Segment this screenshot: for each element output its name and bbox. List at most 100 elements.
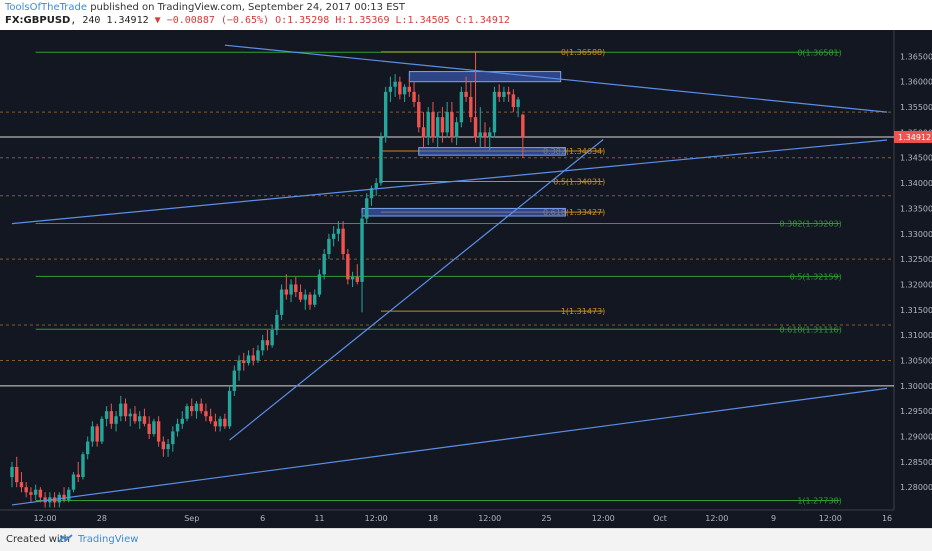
last-price: 1.34912	[106, 15, 149, 26]
chart-header: ToolsOfTheTrade published on TradingView…	[0, 0, 932, 30]
candle-body	[24, 487, 28, 493]
middle-rising-line	[11, 139, 888, 225]
tradingview-brand[interactable]: TradingView	[78, 534, 139, 545]
candle-body	[156, 421, 161, 442]
symbol-label[interactable]: FX:GBPUSD	[5, 15, 71, 26]
candle-body	[85, 441, 90, 455]
candle-body	[350, 276, 355, 280]
candle-body	[71, 474, 76, 490]
candle-body	[265, 340, 270, 346]
candle-body	[417, 101, 421, 128]
candle-body	[284, 289, 289, 295]
candle-body	[100, 418, 104, 442]
tradingview-logo-icon	[58, 534, 73, 543]
candle-body	[492, 91, 497, 133]
candle-body	[251, 355, 255, 361]
last-price-marker	[894, 130, 932, 143]
candle-body	[502, 91, 506, 97]
published-text: published on TradingView.com, September …	[90, 2, 405, 13]
candle-body	[90, 426, 95, 442]
candle-body	[199, 403, 203, 412]
x-tick-label: 11	[314, 514, 324, 523]
price-axis-background	[894, 30, 932, 528]
candle-body	[246, 355, 251, 364]
candle-body	[355, 276, 359, 282]
candle-body	[511, 94, 516, 108]
candle-body	[497, 91, 501, 97]
candle-body	[43, 497, 47, 503]
fib-small-label: 0.5(1.34031)	[553, 178, 605, 187]
candle-body	[383, 91, 388, 138]
author-link[interactable]: ToolsOfTheTrade	[5, 2, 88, 13]
candle-body	[133, 413, 137, 422]
candle-body	[516, 99, 520, 108]
candle-body	[289, 284, 293, 295]
y-tick-label: 1.34500	[900, 154, 932, 163]
candle-body	[95, 426, 99, 442]
candle-body	[204, 411, 208, 417]
candle-body	[421, 127, 426, 138]
x-tick-label: 28	[97, 514, 107, 523]
candle-body	[313, 294, 317, 305]
candle-body	[260, 340, 265, 351]
candle-body	[270, 330, 274, 346]
candle-body	[62, 494, 66, 500]
y-tick-label: 1.31000	[900, 331, 932, 340]
candle-body	[171, 431, 175, 445]
ohlc-values: O:1.35298 H:1.35369 L:1.34505 C:1.34912	[275, 15, 510, 26]
y-tick-label: 1.31500	[900, 306, 932, 315]
candle-body	[279, 289, 284, 315]
price-chart[interactable]: 1.365001.360001.355001.350001.345001.340…	[0, 30, 932, 528]
support-zone	[418, 147, 566, 156]
created-with-text: Created with	[6, 534, 70, 545]
fib-large-label: 0.5(1.32159)	[790, 272, 842, 281]
candle-body	[426, 112, 430, 138]
x-tick-label: 12:00	[365, 514, 388, 523]
x-tick-label: 6	[260, 514, 265, 523]
interval-label[interactable]: 240	[82, 15, 101, 26]
candle-body	[152, 421, 156, 434]
candle-body	[166, 444, 170, 450]
candle-body	[331, 233, 336, 239]
candle-body	[298, 292, 303, 300]
candle-body	[445, 112, 449, 133]
candle-body	[104, 411, 109, 419]
price-change: ▼ −0.00887 (−0.65%)	[154, 15, 270, 26]
candle-body	[360, 218, 364, 282]
symbol-info: FX:GBPUSD, 240 1.34912 ▼ −0.00887 (−0.65…	[5, 15, 510, 26]
candle-body	[256, 350, 260, 361]
chart-area[interactable]: 1.365001.360001.355001.350001.345001.340…	[0, 30, 932, 528]
candle-body	[147, 423, 151, 434]
y-tick-label: 1.30000	[900, 382, 932, 391]
y-tick-label: 1.34000	[900, 179, 932, 188]
x-tick-label: 12:00	[478, 514, 501, 523]
y-tick-label: 1.35500	[900, 103, 932, 112]
fib-large-label: 0.618(1.31116)	[780, 325, 842, 334]
candle-body	[473, 117, 478, 138]
x-tick-label: 16	[882, 514, 892, 523]
candle-body	[303, 294, 307, 300]
candle-body	[365, 198, 369, 219]
candle-body	[76, 474, 80, 478]
y-tick-label: 1.30500	[900, 356, 932, 365]
fib-small-label: 0.382(1.34634)	[543, 147, 605, 156]
fib-small-label: 0.618(1.33427)	[543, 208, 605, 217]
candle-body	[175, 423, 180, 432]
x-tick-label: 9	[771, 514, 776, 523]
candle-body	[180, 418, 184, 424]
candle-body	[450, 112, 454, 138]
steep-support-line	[229, 139, 604, 441]
candle-body	[109, 411, 114, 424]
candle-body	[142, 416, 147, 424]
candle-body	[119, 403, 123, 417]
fib-small-label: 1(1.31473)	[561, 307, 605, 316]
candle-body	[488, 132, 492, 138]
x-tick-label: 12:00	[819, 514, 842, 523]
y-tick-label: 1.32500	[900, 255, 932, 264]
x-tick-label: Oct	[653, 514, 667, 523]
fib-large-label: 1(1.27738)	[797, 496, 841, 505]
candle-body	[521, 114, 525, 137]
candle-body	[19, 482, 24, 488]
x-tick-label: 12:00	[34, 514, 57, 523]
candle-body	[412, 91, 416, 102]
